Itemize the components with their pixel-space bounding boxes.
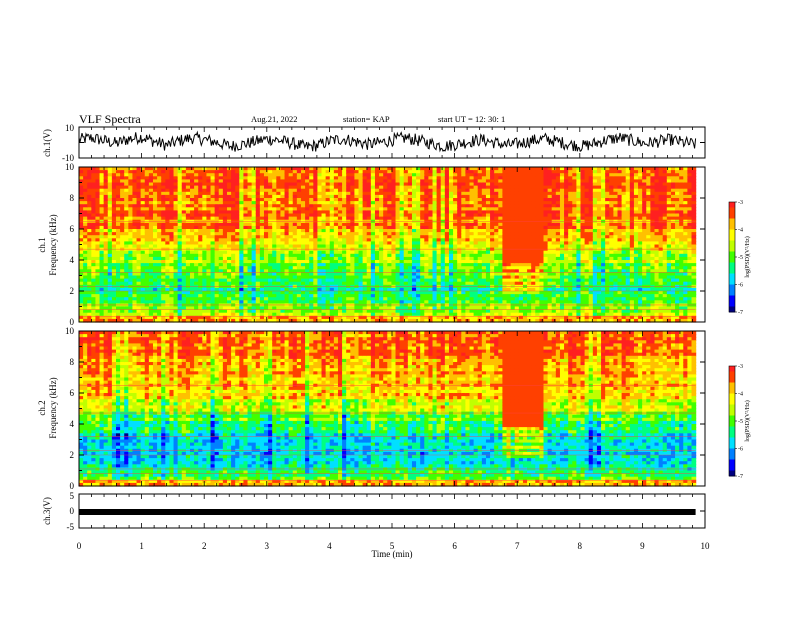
date-label: Aug.21, 2022 [251, 114, 298, 124]
ch1-spectrogram-image [79, 167, 705, 323]
ch1-ytick-top: 10 [65, 123, 75, 133]
station-label: station= KAP [343, 114, 390, 124]
ch1-waveform-ylabel: ch.1(V) [42, 129, 52, 157]
figure-title: VLF Spectra [79, 112, 141, 126]
start-time-label: start UT = 12: 30: 1 [438, 114, 505, 124]
ch1-waveform-panel: 10 -10 ch.1(V) [42, 123, 705, 163]
